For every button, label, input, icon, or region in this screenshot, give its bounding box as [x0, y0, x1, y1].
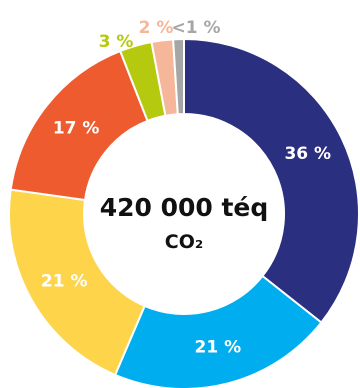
donut-slice-6: [172, 37, 185, 116]
slice-label-5: 2 %: [139, 18, 174, 38]
slice-label-6: <1 %: [171, 18, 220, 38]
donut-slice-0: [183, 37, 360, 324]
center-label-line2: CO₂: [165, 231, 203, 253]
donut-slices: [8, 37, 360, 388]
slice-label-2: 21 %: [41, 272, 88, 292]
center-label-line1: 420 000 téq: [100, 193, 269, 222]
donut-slice-1: [113, 274, 323, 388]
slice-label-0: 36 %: [284, 144, 331, 164]
slice-label-3: 17 %: [53, 119, 100, 139]
donut-labels: 36 % 21 % 21 % 17 % 3 %2 %<1 %: [41, 18, 331, 357]
donut-slice-2: [8, 188, 146, 377]
slice-label-1: 21 %: [195, 337, 242, 357]
slice-label-4: 3 %: [99, 32, 134, 52]
